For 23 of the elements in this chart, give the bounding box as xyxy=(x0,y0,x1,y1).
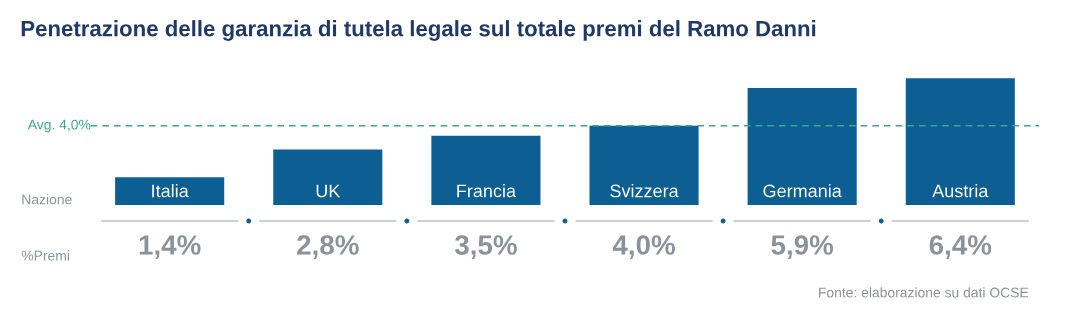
data-label: 6,4% xyxy=(929,235,992,259)
bar xyxy=(747,88,857,206)
x-tick-label: Italia xyxy=(152,184,189,198)
x-tick-label: Svizzera xyxy=(610,184,679,198)
x-tick-label: Francia xyxy=(457,184,517,198)
text: Nazione xyxy=(22,194,72,205)
bar xyxy=(431,135,541,206)
data-label: 4,0% xyxy=(612,235,675,259)
ref-line-label: Avg. 4,0% xyxy=(27,119,91,133)
bar xyxy=(589,125,699,206)
data-label: 1,4% xyxy=(139,235,201,259)
chart-title: Penetrazione delle garanzia di tutela legale sul totale premi del Ramo Danni xyxy=(21,20,816,41)
source-note: Fonte: elaborazione su dati OCSE xyxy=(819,287,1029,298)
x-tick-label: Austria xyxy=(932,184,989,198)
x-tick-label: UK xyxy=(316,184,341,198)
data-label: 5,9% xyxy=(771,235,834,259)
bar xyxy=(273,149,383,206)
x-tick-label: Germania xyxy=(763,184,842,198)
data-label: 2,8% xyxy=(297,235,359,259)
data-label: 3,5% xyxy=(454,235,517,259)
bar xyxy=(905,78,1015,206)
text: %Premi xyxy=(21,250,69,261)
bar xyxy=(115,177,225,206)
